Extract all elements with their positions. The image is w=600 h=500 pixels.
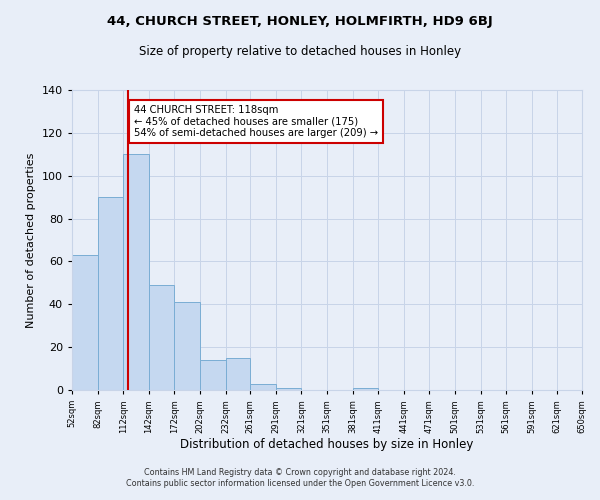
X-axis label: Distribution of detached houses by size in Honley: Distribution of detached houses by size … bbox=[181, 438, 473, 452]
Bar bbox=[72, 255, 98, 390]
Bar bbox=[226, 358, 250, 390]
Bar bbox=[175, 302, 200, 390]
Text: Size of property relative to detached houses in Honley: Size of property relative to detached ho… bbox=[139, 45, 461, 58]
Bar bbox=[353, 388, 378, 390]
Bar bbox=[276, 388, 301, 390]
Bar bbox=[98, 197, 123, 390]
Y-axis label: Number of detached properties: Number of detached properties bbox=[26, 152, 36, 328]
Text: 44, CHURCH STREET, HONLEY, HOLMFIRTH, HD9 6BJ: 44, CHURCH STREET, HONLEY, HOLMFIRTH, HD… bbox=[107, 15, 493, 28]
Bar bbox=[250, 384, 276, 390]
Text: Contains HM Land Registry data © Crown copyright and database right 2024.
Contai: Contains HM Land Registry data © Crown c… bbox=[126, 468, 474, 487]
Bar bbox=[200, 360, 226, 390]
Text: 44 CHURCH STREET: 118sqm
← 45% of detached houses are smaller (175)
54% of semi-: 44 CHURCH STREET: 118sqm ← 45% of detach… bbox=[134, 105, 379, 138]
Bar bbox=[123, 154, 149, 390]
Bar bbox=[149, 285, 175, 390]
